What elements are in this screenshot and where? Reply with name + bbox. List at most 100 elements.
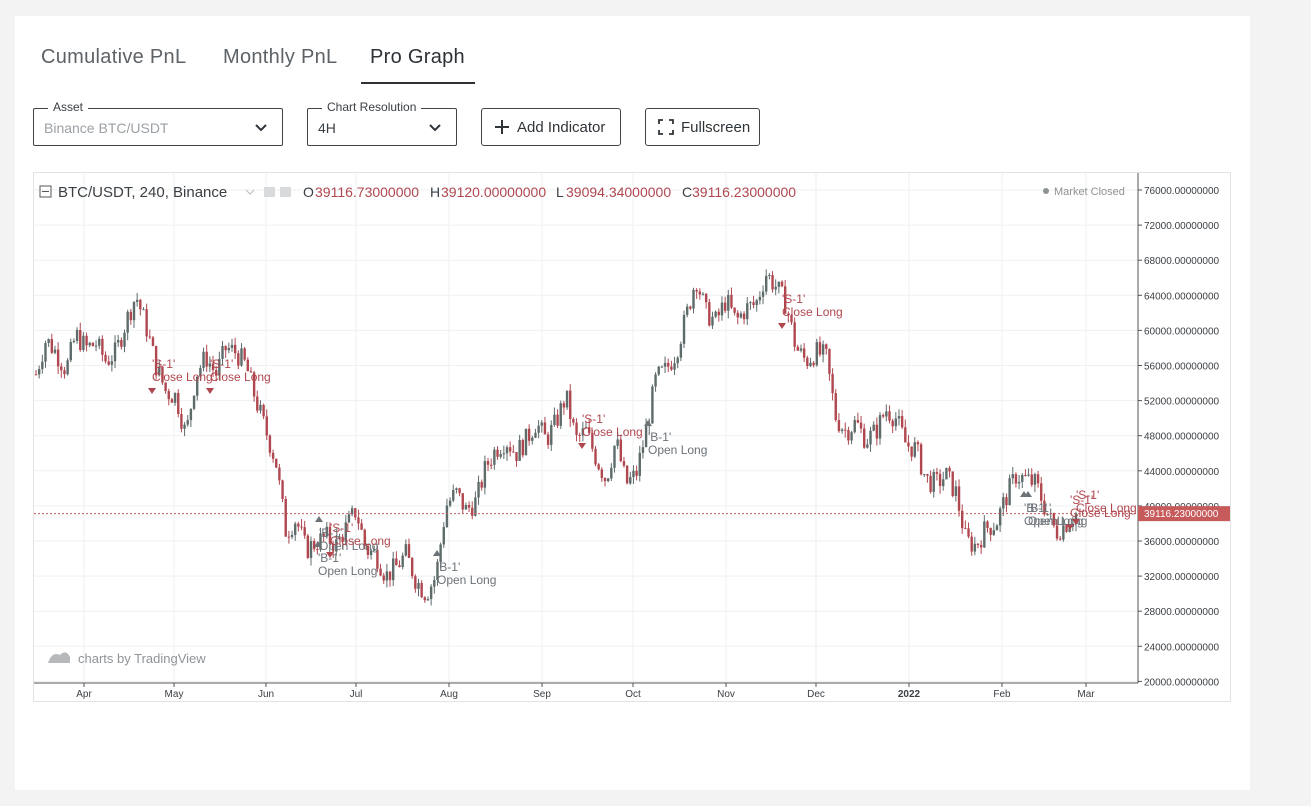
tab-cumulative-pnl[interactable]: Cumulative PnL bbox=[41, 46, 187, 68]
candle-body bbox=[189, 408, 193, 421]
buy-marker-icon bbox=[644, 420, 652, 426]
candle-body bbox=[670, 366, 673, 370]
candle-body bbox=[885, 411, 888, 417]
tradingview-chart[interactable]: 'S-1' Close Long 'S-1' Close Long 'B-1' Open … bbox=[33, 172, 1231, 702]
candle-body bbox=[464, 504, 468, 510]
symbol-title: BTC/USDT, 240, Binance bbox=[58, 184, 227, 201]
candle-body bbox=[913, 442, 916, 457]
signal-label: Open Long bbox=[319, 539, 378, 553]
candle-body bbox=[496, 449, 499, 457]
signal-tag: 'B-1' bbox=[318, 551, 341, 565]
candle-body bbox=[382, 575, 385, 581]
chevron-down-icon bbox=[245, 189, 255, 195]
candle-body bbox=[237, 353, 240, 366]
eye-icon[interactable] bbox=[264, 187, 275, 197]
candle-body bbox=[967, 528, 970, 537]
candle-body bbox=[809, 362, 812, 367]
candle-body bbox=[275, 458, 278, 468]
candle-body bbox=[385, 571, 389, 581]
candle-body bbox=[192, 395, 196, 409]
price-chart[interactable]: 'S-1' Close Long 'S-1' Close Long 'B-1'Open … bbox=[34, 173, 1230, 701]
y-tick-label: 72000.00000000 bbox=[1144, 221, 1220, 232]
candle-body bbox=[964, 528, 967, 530]
y-tick-label: 64000.00000000 bbox=[1144, 291, 1220, 302]
candle-body bbox=[1058, 538, 1062, 540]
candle-body bbox=[790, 315, 793, 323]
x-tick-label: Dec bbox=[807, 689, 825, 700]
candle-body bbox=[897, 416, 901, 419]
candle-body bbox=[161, 366, 164, 383]
signal-tag: 'S-1' bbox=[330, 521, 353, 535]
x-tick-label: Jul bbox=[350, 689, 363, 700]
last-price-label: 39116.23000000 bbox=[1144, 509, 1219, 520]
buy-marker-icon bbox=[433, 550, 441, 556]
candle-body bbox=[708, 302, 711, 326]
resolution-select[interactable]: Chart Resolution 4H bbox=[307, 100, 457, 146]
watermark-text: charts by TradingView bbox=[78, 651, 206, 666]
candle-body bbox=[859, 422, 863, 429]
candle-body bbox=[252, 372, 256, 397]
sell-marker-icon bbox=[1072, 519, 1080, 525]
candle-body bbox=[37, 369, 41, 375]
candle-body bbox=[739, 313, 743, 318]
candle-body bbox=[569, 390, 572, 419]
candle-body bbox=[979, 544, 983, 548]
candle-body bbox=[660, 366, 664, 368]
candle-body bbox=[625, 465, 629, 484]
candle-body bbox=[711, 316, 714, 326]
signal-tag: 'S-1' bbox=[152, 357, 175, 371]
y-tick-label: 52000.00000000 bbox=[1144, 397, 1220, 408]
low-value: 39094.34000000 bbox=[566, 184, 671, 200]
candle-body bbox=[350, 508, 354, 515]
candle-body bbox=[94, 345, 98, 347]
candle-body bbox=[224, 345, 227, 351]
candle-body bbox=[278, 467, 281, 481]
candle-body bbox=[120, 339, 123, 347]
add-indicator-button[interactable]: Add Indicator bbox=[481, 108, 621, 146]
candle-body bbox=[208, 363, 212, 367]
candle-body bbox=[587, 427, 591, 434]
signal-label: Close Long bbox=[582, 425, 643, 439]
candle-body bbox=[357, 517, 360, 524]
tab-pro-graph[interactable]: Pro Graph bbox=[370, 46, 465, 68]
collapse-toggle-icon[interactable] bbox=[39, 185, 52, 198]
candle-body bbox=[227, 347, 231, 351]
candle-body bbox=[629, 477, 632, 484]
market-status: Market Closed bbox=[1054, 186, 1125, 198]
candle-body bbox=[423, 597, 427, 601]
candle-body bbox=[818, 342, 822, 355]
tradingview-watermark[interactable]: charts by TradingView bbox=[48, 651, 206, 666]
candle-body bbox=[116, 339, 120, 343]
candle-body bbox=[376, 549, 379, 569]
candle-body bbox=[300, 526, 303, 528]
tab-monthly-pnl[interactable]: Monthly PnL bbox=[223, 46, 338, 68]
x-tick-label: Jun bbox=[258, 689, 274, 700]
signal-label: Close Long bbox=[782, 305, 843, 319]
candle-body bbox=[259, 404, 262, 411]
signal-label: Close Long bbox=[210, 370, 271, 384]
candle-body bbox=[167, 391, 170, 400]
signal-tag: 'S-1' bbox=[1070, 493, 1093, 507]
candle-body bbox=[863, 428, 866, 448]
candle-body bbox=[916, 442, 920, 445]
candle-body bbox=[325, 526, 329, 537]
fullscreen-button[interactable]: Fullscreen bbox=[645, 108, 760, 146]
candle-body bbox=[556, 414, 559, 426]
candle-body bbox=[341, 536, 344, 542]
candle-body bbox=[727, 294, 730, 311]
candle-body bbox=[41, 361, 44, 370]
x-tick-label: Oct bbox=[625, 689, 641, 700]
candle-body bbox=[483, 461, 487, 488]
candle-body bbox=[177, 392, 180, 415]
candle-body bbox=[935, 472, 939, 474]
candle-body bbox=[793, 322, 796, 347]
y-tick-label: 20000.00000000 bbox=[1144, 677, 1220, 688]
candle-body bbox=[869, 430, 872, 445]
candle-body bbox=[575, 422, 578, 435]
candle-body bbox=[875, 424, 879, 439]
settings-icon[interactable] bbox=[280, 187, 291, 197]
candle-body bbox=[183, 424, 186, 429]
asset-select[interactable]: Asset Binance BTC/USDT bbox=[33, 100, 283, 146]
candle-body bbox=[970, 536, 973, 552]
candle-body bbox=[85, 335, 88, 346]
